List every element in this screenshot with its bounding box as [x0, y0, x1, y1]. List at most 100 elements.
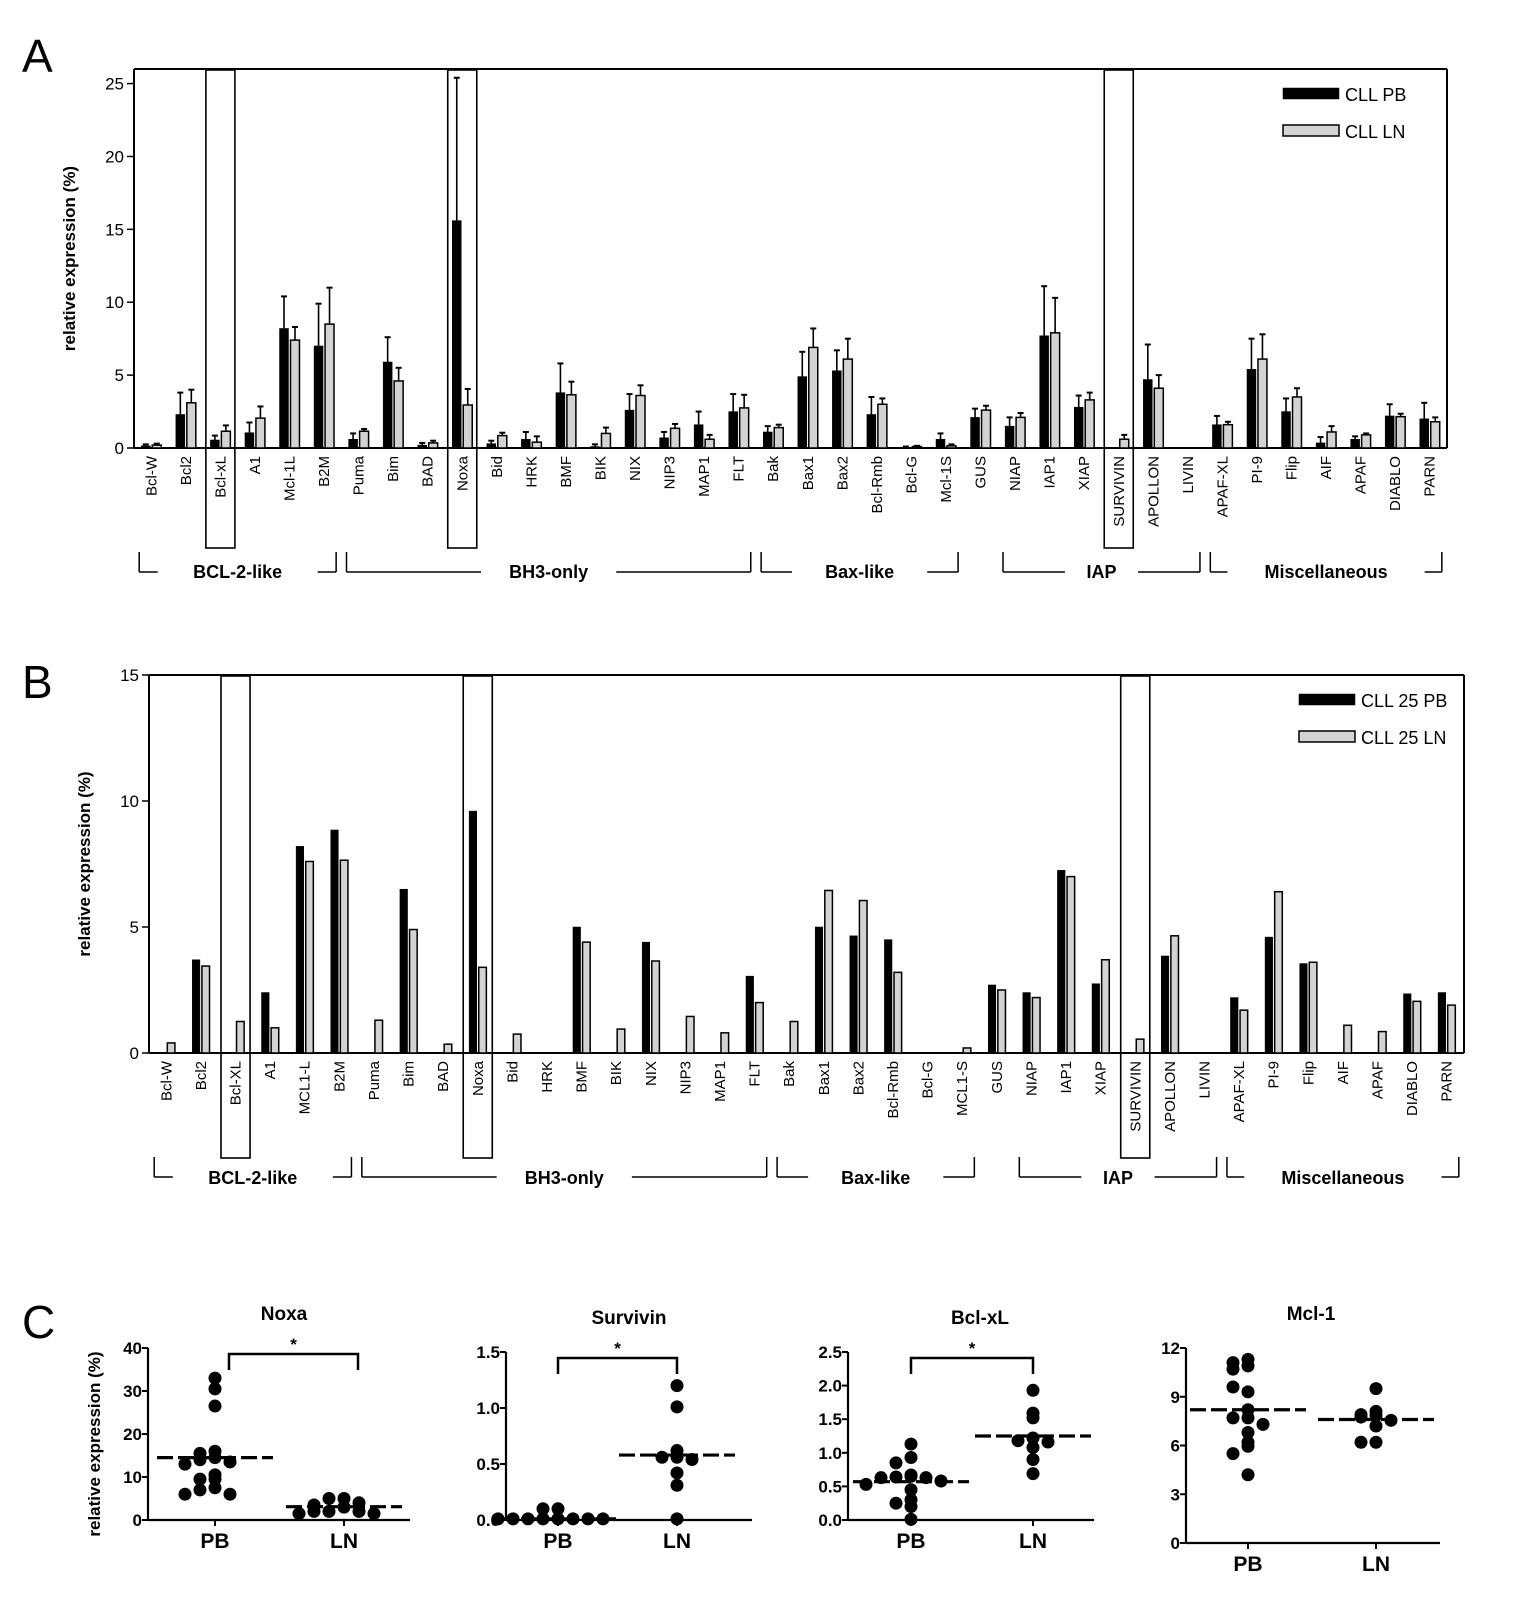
- bar-ln: [408, 928, 418, 1054]
- legend-label: CLL 25 PB: [1361, 691, 1447, 711]
- x-tick-label: PB: [200, 1530, 229, 1553]
- group-label: Miscellaneous: [1281, 1168, 1404, 1188]
- bar-ln: [566, 394, 577, 449]
- bar-ln: [374, 1019, 384, 1054]
- data-point-pb: [208, 1371, 222, 1385]
- data-point-pb: [904, 1451, 918, 1465]
- data-point-pb: [1241, 1359, 1255, 1373]
- y-tick-label: 10: [120, 792, 139, 811]
- data-point-pb: [1226, 1380, 1240, 1394]
- y-tick-label: 12: [1161, 1339, 1180, 1358]
- bar-pb: [590, 446, 600, 449]
- bar-ln: [1170, 935, 1180, 1054]
- y-tick-label: 5: [115, 366, 124, 385]
- x-tick-label: Bcl-G: [903, 456, 920, 494]
- bar-ln: [1222, 423, 1234, 449]
- y-tick-label: 10: [123, 1468, 142, 1487]
- y-tick-label: 2.5: [818, 1343, 842, 1362]
- y-tick-label: 0: [133, 1511, 142, 1530]
- bar-ln: [720, 1032, 730, 1054]
- y-axis-title: relative expression (%): [85, 1351, 104, 1536]
- x-tick-label: MAP1: [696, 456, 713, 497]
- bar-ln: [462, 404, 473, 449]
- bar-ln: [1257, 358, 1268, 449]
- bar-pb: [1073, 406, 1084, 449]
- data-point-ln: [670, 1450, 684, 1464]
- scatter-title: Survivin: [592, 1308, 667, 1329]
- data-point-pb: [1226, 1411, 1240, 1425]
- y-tick-label: 6: [1171, 1437, 1180, 1456]
- x-tick-label: FLT: [731, 456, 748, 482]
- x-tick-label: Bcl-xL: [212, 456, 229, 498]
- x-tick-label: LN: [663, 1530, 691, 1553]
- bar-ln: [427, 442, 439, 449]
- legend-swatch-ln: [1282, 124, 1340, 137]
- bar-pb: [521, 439, 531, 449]
- highlight-box-bcl-xl: [220, 675, 251, 1159]
- x-tick-label: MAP1: [712, 1061, 729, 1102]
- bar-pb: [486, 443, 497, 449]
- bar-ln: [581, 941, 591, 1054]
- bar-ln: [1377, 1030, 1387, 1054]
- x-tick-label: NIP3: [677, 1061, 694, 1094]
- data-point-pb: [208, 1382, 222, 1396]
- data-point-ln: [1026, 1440, 1040, 1454]
- x-tick-label: FLT: [747, 1061, 764, 1087]
- bar-pb: [330, 829, 339, 1054]
- bar-pb: [1437, 992, 1446, 1054]
- x-tick-label: HRK: [523, 456, 540, 488]
- significance-bracket: [556, 1356, 679, 1374]
- x-tick-label: BIK: [592, 456, 609, 480]
- significance-star: *: [969, 1339, 976, 1358]
- bar-ln: [289, 339, 301, 449]
- data-point-pb: [1241, 1468, 1255, 1482]
- y-tick-label: 5: [130, 918, 139, 937]
- bar-ln: [1308, 961, 1318, 1054]
- bar-pb: [693, 424, 704, 449]
- panel-label-a: A: [22, 30, 53, 82]
- x-tick-label: A1: [247, 456, 264, 474]
- bar-ln: [789, 1020, 799, 1054]
- scatter-title: Noxa: [261, 1304, 308, 1325]
- bar-ln: [443, 1043, 453, 1054]
- bar-pb: [261, 992, 270, 1054]
- x-tick-label: BAD: [435, 1061, 452, 1092]
- data-point-pb: [208, 1399, 222, 1413]
- significance-star: *: [290, 1335, 297, 1354]
- data-point-pb: [904, 1512, 918, 1526]
- x-tick-label: A1: [262, 1061, 279, 1079]
- x-tick-label: Bcl-XL: [228, 1061, 245, 1105]
- legend-label: CLL 25 LN: [1361, 728, 1446, 748]
- panel-label-b: B: [22, 656, 53, 708]
- bar-ln: [824, 889, 834, 1054]
- y-axis-title: relative expression (%): [75, 771, 94, 956]
- data-point-pb: [904, 1483, 918, 1497]
- bar-pb: [295, 846, 304, 1054]
- y-tick-label: 40: [123, 1339, 142, 1358]
- bar-pb: [745, 975, 754, 1054]
- significance-bracket: [909, 1356, 1035, 1374]
- x-tick-label: Bax2: [850, 1061, 867, 1095]
- x-tick-label: PB: [896, 1530, 925, 1553]
- legend-swatch-ln: [1298, 730, 1356, 743]
- x-tick-label: MCL1-L: [297, 1061, 314, 1114]
- panel-label-c: C: [22, 1296, 55, 1348]
- y-tick-label: 1.5: [476, 1343, 500, 1362]
- bar-pb: [572, 926, 581, 1054]
- data-point-ln: [1041, 1435, 1055, 1449]
- data-point-ln: [1369, 1382, 1383, 1396]
- highlight-box-bcl-xl: [205, 69, 236, 549]
- bar-pb: [210, 439, 220, 449]
- bar-ln: [1429, 421, 1441, 449]
- bar-ln: [962, 1047, 972, 1054]
- x-tick-label: AIF: [1318, 456, 1335, 479]
- x-tick-label: PB: [543, 1530, 572, 1553]
- bar-pb: [468, 810, 477, 1054]
- x-tick-label: Bcl2: [178, 456, 195, 485]
- highlight-box-survivin: [1103, 69, 1135, 549]
- bar-pb: [1212, 424, 1222, 449]
- x-tick-label: XIAP: [1093, 1061, 1110, 1095]
- bar-ln: [1119, 438, 1130, 449]
